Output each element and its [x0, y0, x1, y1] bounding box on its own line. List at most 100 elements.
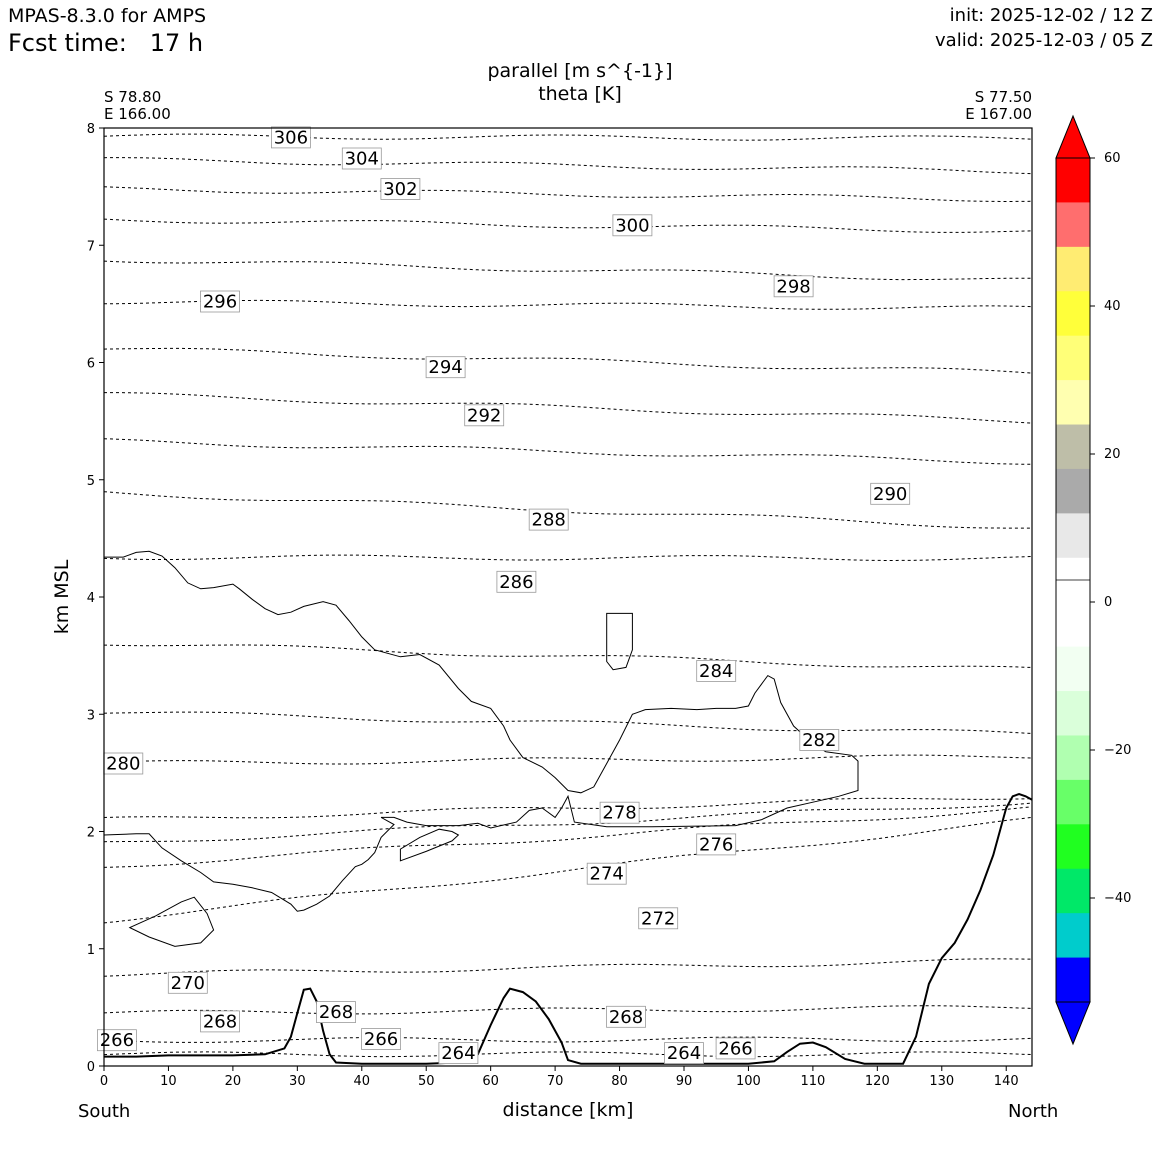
wind-contours: [103, 550, 859, 947]
colorbar-over-triangle: [1055, 114, 1091, 159]
contour-label: 264: [441, 1043, 475, 1064]
contour-label-box: [316, 1001, 356, 1023]
contour-label: 300: [615, 215, 649, 236]
x-tick-label: 140: [994, 1074, 1019, 1089]
contour-label-box: [528, 508, 569, 531]
contour-label-box: [606, 1005, 646, 1028]
y-tick-label: 7: [87, 239, 95, 254]
theta-contour-294: [103, 347, 1033, 374]
theta-contour-296: [103, 299, 1033, 310]
x-tick-label: 30: [289, 1074, 306, 1089]
contour-label-box: [612, 214, 653, 237]
contour-label-box: [773, 275, 814, 298]
forecast-time: Fcst time: 17 h: [8, 29, 203, 57]
y-tick-label: 5: [87, 474, 95, 489]
contour-label: 298: [776, 276, 810, 297]
contour-label-box: [97, 1029, 137, 1052]
contour-label: 296: [203, 292, 237, 313]
contour-label: 290: [873, 484, 907, 505]
contour-label-box: [870, 482, 911, 505]
terrain: [104, 792, 1033, 1065]
colorbar-segment: [1056, 735, 1090, 781]
contour-label: 292: [467, 405, 501, 426]
wind-contour-loop: [128, 896, 215, 947]
contour-label-box: [200, 290, 240, 313]
plot-frame: [103, 127, 1033, 1067]
contour-label-box: [200, 1010, 240, 1033]
colorbar-segment: [1056, 335, 1090, 381]
contour-label-box: [380, 178, 421, 200]
contour-label: 264: [667, 1043, 701, 1064]
contour-label-box: [270, 126, 311, 149]
contour-label: 266: [718, 1038, 752, 1059]
contour-label: 276: [699, 834, 733, 855]
forecast-time-value: 17 h: [149, 29, 204, 57]
colorbar-segment: [1056, 468, 1090, 514]
x-tick-label: 10: [160, 1074, 177, 1089]
colorbar-tick-label: −20: [1104, 743, 1131, 758]
contour-label: 288: [532, 510, 566, 531]
x-tick-label: 0: [100, 1074, 108, 1089]
colorbar-segment: [1056, 380, 1090, 425]
contour-label: 284: [699, 661, 733, 682]
start-point-name: South: [78, 1101, 131, 1122]
colorbar-segment: [1056, 691, 1090, 736]
contour-label: 268: [319, 1002, 353, 1023]
contour-label: 266: [100, 1030, 134, 1051]
x-tick-label: 40: [354, 1074, 371, 1089]
contour-label: 286: [499, 572, 533, 593]
colorbar-segment: [1056, 202, 1090, 248]
colorbar-segment: [1056, 957, 1090, 1003]
contour-label-box: [341, 147, 382, 170]
contour-label-box: [664, 1042, 704, 1064]
x-axis-label: distance [km]: [502, 1099, 634, 1121]
contour-label-box: [496, 570, 537, 593]
colorbar-segment: [1056, 868, 1090, 914]
colorbar-segment: [1056, 602, 1090, 648]
x-tick-label: 130: [929, 1074, 954, 1089]
colorbar-tick-label: 0: [1104, 595, 1112, 610]
contour-label-box: [599, 801, 640, 824]
colorbar-segment: [1056, 513, 1090, 559]
contour-label: 270: [171, 973, 205, 994]
contour-label-box: [586, 862, 627, 885]
chart-title: parallel [m s^{-1}]: [487, 60, 673, 82]
chart-subtitle: theta [K]: [538, 83, 622, 105]
x-tick-label: 80: [611, 1074, 628, 1089]
colorbar-segment: [1056, 779, 1090, 825]
colorbar-tick-label: 60: [1104, 151, 1121, 166]
contour-label: 302: [383, 179, 417, 200]
theta-contour-274: [103, 806, 1033, 868]
colorbar-segment: [1056, 291, 1090, 337]
theta-contour-282: [103, 711, 1033, 734]
theta-contour-284: [103, 644, 1033, 668]
contour-label: 294: [428, 357, 462, 378]
theta-contour-306: [103, 133, 1033, 141]
contour-label: 282: [802, 730, 836, 751]
model-title: MPAS-8.3.0 for AMPS: [8, 5, 207, 27]
x-tick-label: 90: [676, 1074, 693, 1089]
contour-label-box: [167, 971, 208, 994]
contour-label: 278: [602, 803, 636, 824]
contour-label: 304: [345, 149, 379, 170]
colorbar-tick-label: 40: [1104, 299, 1121, 314]
end-point-name: North: [1008, 1101, 1059, 1122]
y-tick-label: 2: [87, 826, 95, 841]
x-tick-label: 20: [225, 1074, 242, 1089]
colorbar-segment: [1056, 158, 1090, 203]
y-tick-label: 0: [87, 1060, 95, 1075]
contour-label: 268: [609, 1007, 643, 1028]
init-time: init: 2025-12-02 / 12 Z: [949, 5, 1153, 26]
theta-contour-270: [103, 958, 1033, 977]
contour-label: 272: [641, 908, 675, 929]
x-tick-label: 70: [547, 1074, 564, 1089]
colorbar-under-triangle: [1055, 1001, 1091, 1046]
contour-label: 268: [203, 1011, 237, 1032]
end-coordinates: S 77.50 E 167.00: [965, 89, 1032, 123]
contour-label-box: [425, 356, 466, 379]
theta-contour-302: [103, 186, 1033, 203]
contour-label-box: [696, 833, 737, 856]
wind-zero-contour: [103, 550, 859, 912]
x-tick-label: 50: [418, 1074, 435, 1089]
